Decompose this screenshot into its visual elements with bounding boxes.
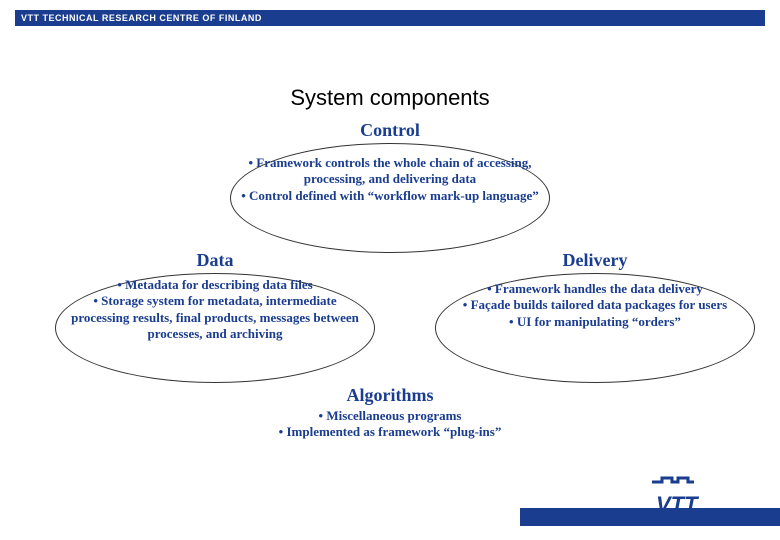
- page-title: System components: [0, 85, 780, 111]
- bullet: Metadata for describing data files: [65, 277, 365, 293]
- bullet: Storage system for metadata, intermediat…: [65, 293, 365, 342]
- bullets-data: Metadata for describing data files Stora…: [65, 277, 365, 342]
- bullet: Façade builds tailored data packages for…: [445, 297, 745, 313]
- header-bar: VTT TECHNICAL RESEARCH CENTRE OF FINLAND: [15, 10, 765, 26]
- group-title-delivery: Delivery: [435, 250, 755, 271]
- group-algorithms: Algorithms Miscellaneous programs Implem…: [230, 385, 550, 441]
- group-title-control: Control: [230, 120, 550, 141]
- group-delivery: Delivery Framework handles the data deli…: [435, 250, 755, 383]
- header-org: VTT TECHNICAL RESEARCH CENTRE OF FINLAND: [21, 13, 262, 23]
- bullet: Miscellaneous programs: [230, 408, 550, 424]
- bullet: UI for manipulating “orders”: [445, 314, 745, 330]
- bullet: Control defined with “workflow mark-up l…: [240, 188, 540, 204]
- bullet: Framework controls the whole chain of ac…: [240, 155, 540, 188]
- bullets-algorithms: Miscellaneous programs Implemented as fr…: [230, 408, 550, 441]
- group-title-algorithms: Algorithms: [230, 385, 550, 406]
- bullets-control: Framework controls the whole chain of ac…: [240, 155, 540, 204]
- group-data: Data Metadata for describing data files …: [55, 250, 375, 383]
- group-control: Control Framework controls the whole cha…: [230, 120, 550, 253]
- group-title-data: Data: [55, 250, 375, 271]
- svg-text:VTT: VTT: [656, 492, 699, 517]
- bullet: Implemented as framework “plug-ins”: [230, 424, 550, 440]
- bullets-delivery: Framework handles the data delivery Faça…: [445, 281, 745, 330]
- vtt-logo: VTT: [650, 474, 740, 522]
- bullet: Framework handles the data delivery: [445, 281, 745, 297]
